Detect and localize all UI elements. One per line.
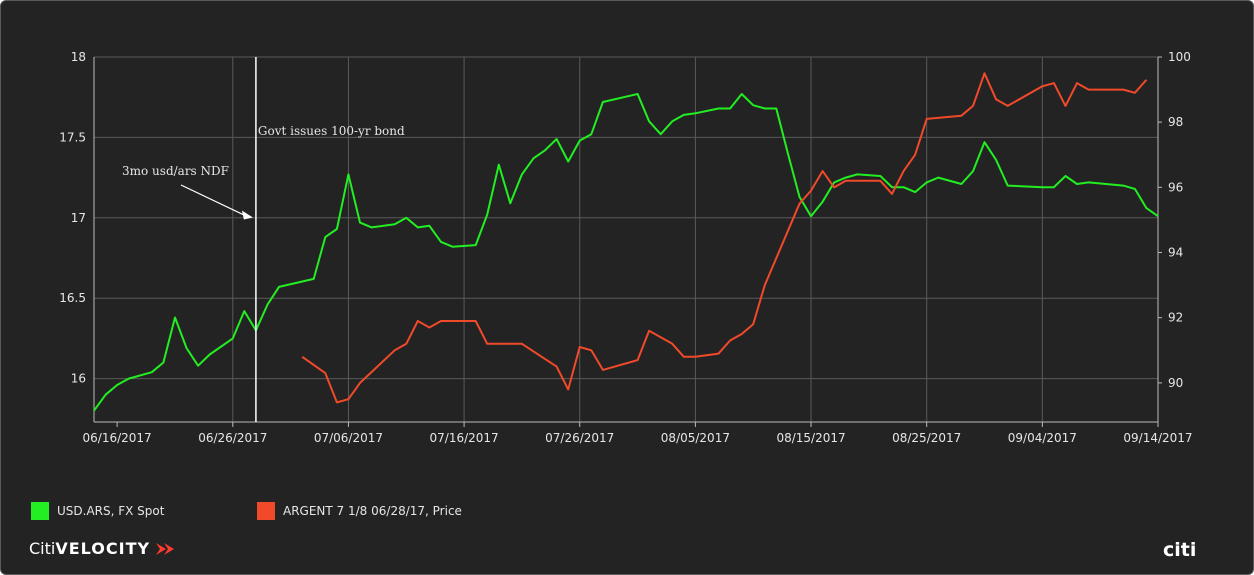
y-left-tick-label: 17 (71, 211, 86, 225)
chevron-arrow-icon (156, 542, 175, 555)
x-tick-label: 07/16/2017 (430, 431, 499, 445)
tick-labels: 06/16/2017 06/26/2017 07/06/2017 07/16/2017… (59, 50, 1192, 445)
annotation-arrow-line (180, 184, 246, 216)
y-right-tick-label: 92 (1168, 311, 1183, 325)
brand-part2: VELOCITY (55, 539, 151, 558)
y-left-tick-label: 16.5 (59, 291, 86, 305)
x-tick-label: 06/26/2017 (198, 431, 267, 445)
axes (93, 56, 1162, 427)
y-right-tick-label: 98 (1168, 115, 1183, 129)
x-tick-label: 09/14/2017 (1123, 431, 1192, 445)
y-right-tick-label: 94 (1168, 246, 1183, 260)
x-tick-label: 08/05/2017 (661, 431, 730, 445)
annotation-label-ndf: 3mo usd/ars NDF (122, 164, 229, 178)
series-lines (93, 72, 1159, 412)
x-tick-label: 09/04/2017 (1008, 431, 1077, 445)
y-left-tick-label: 16 (71, 372, 86, 386)
legend-item-argent-bond: ARGENT 7 1/8 06/28/17, Price (257, 499, 462, 523)
legend-item-usd-ars: USD.ARS, FX Spot (31, 499, 164, 523)
y-left-tick-label: 18 (71, 50, 86, 64)
legend-label-argent-bond: ARGENT 7 1/8 06/28/17, Price (283, 504, 462, 518)
y-right-tick-label: 90 (1168, 376, 1183, 390)
series-line-usd-ars (93, 93, 1159, 412)
x-tick-label: 07/26/2017 (545, 431, 614, 445)
y-left-tick-label: 17.5 (59, 130, 86, 144)
legend-swatch-argent-bond (257, 502, 275, 520)
grid (94, 56, 1158, 422)
legend-swatch-usd-ars (31, 502, 49, 520)
legend-label-usd-ars: USD.ARS, FX Spot (57, 504, 165, 518)
x-tick-label: 06/16/2017 (83, 431, 152, 445)
annotation-arrow-head (241, 210, 253, 220)
citivelocity-logo: Citi VELOCITY (29, 539, 178, 558)
x-tick-label: 08/25/2017 (892, 431, 961, 445)
y-right-tick-label: 100 (1168, 50, 1191, 64)
citi-logo: citi (1163, 539, 1197, 561)
x-tick-label: 08/15/2017 (776, 431, 845, 445)
annotations: Govt issues 100-yr bond 3mo usd/ars NDF (122, 57, 405, 422)
x-tick-label: 07/06/2017 (314, 431, 383, 445)
brand-part1: Citi (29, 539, 56, 558)
annotation-label-bond: Govt issues 100-yr bond (258, 124, 405, 138)
series-line-argent-bond (301, 72, 1148, 404)
y-right-tick-label: 96 (1168, 180, 1183, 194)
